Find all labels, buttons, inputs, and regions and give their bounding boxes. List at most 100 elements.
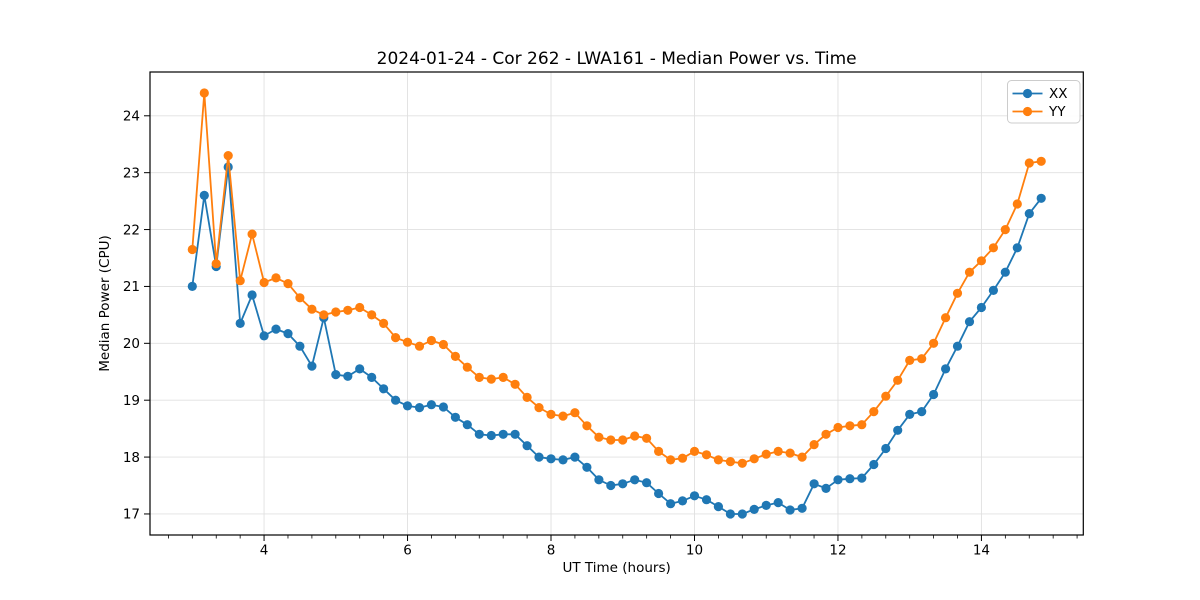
x-tick-label: 10 bbox=[686, 543, 703, 559]
series-YY-marker bbox=[474, 372, 484, 382]
y-tick-label: 20 bbox=[123, 336, 140, 352]
series-XX-marker bbox=[893, 425, 903, 435]
legend-box bbox=[1007, 80, 1081, 124]
series-YY-marker bbox=[187, 244, 197, 255]
series-YY-marker bbox=[642, 433, 652, 443]
series-XX-marker bbox=[845, 474, 855, 484]
series-XX-marker bbox=[809, 479, 819, 489]
x-tick-label: 12 bbox=[829, 543, 846, 559]
series-XX-marker bbox=[797, 503, 807, 513]
legend-label: YY bbox=[1048, 104, 1066, 120]
series-YY bbox=[187, 88, 1046, 468]
series-XX-marker bbox=[1036, 193, 1046, 203]
series-XX-marker bbox=[857, 473, 867, 483]
series-YY-marker bbox=[845, 421, 855, 431]
series-XX-marker bbox=[642, 478, 652, 488]
series-YY-marker bbox=[809, 440, 819, 450]
series-XX-marker bbox=[283, 329, 293, 339]
series-YY-marker bbox=[211, 259, 221, 269]
series-XX bbox=[187, 162, 1046, 519]
series-XX-marker bbox=[510, 429, 520, 439]
series-YY-marker bbox=[749, 454, 759, 464]
series-YY-marker bbox=[438, 339, 448, 350]
series-YY-marker bbox=[976, 256, 987, 266]
y-axis-label: Median Power (CPU) bbox=[97, 235, 113, 371]
x-axis-label: UT Time (hours) bbox=[563, 560, 671, 576]
series-XX-marker bbox=[414, 403, 425, 413]
series-XX-marker bbox=[582, 462, 592, 472]
series-XX-marker bbox=[187, 281, 197, 291]
series-YY-marker bbox=[486, 374, 496, 384]
series-YY-marker bbox=[331, 307, 341, 317]
series-XX-marker bbox=[701, 495, 712, 505]
series-XX-marker bbox=[618, 479, 628, 489]
series-YY-marker bbox=[343, 305, 353, 315]
legend-marker-sample bbox=[1022, 106, 1033, 117]
series-YY-marker bbox=[450, 351, 460, 361]
series-YY-marker bbox=[713, 455, 724, 465]
series-YY-marker bbox=[833, 422, 843, 433]
series-YY-marker bbox=[534, 403, 544, 413]
y-tick-label: 23 bbox=[123, 165, 140, 181]
series-XX-marker bbox=[438, 402, 448, 412]
series-XX-marker bbox=[881, 443, 891, 454]
series-XX-marker bbox=[486, 430, 496, 441]
legend-item-YY: YY bbox=[1012, 104, 1066, 120]
series-XX-marker bbox=[725, 509, 736, 519]
series-YY-marker bbox=[379, 318, 389, 328]
series-YY-marker bbox=[654, 446, 664, 456]
series-YY-marker bbox=[952, 288, 963, 298]
series-XX-marker bbox=[522, 441, 532, 451]
x-tick-label: 8 bbox=[547, 543, 556, 559]
series-YY-marker bbox=[893, 375, 903, 385]
series-XX-marker bbox=[331, 370, 341, 380]
axes-spines bbox=[149, 71, 1084, 536]
legend-item-XX: XX bbox=[1012, 86, 1068, 102]
x-tick-label: 6 bbox=[403, 543, 412, 559]
series-YY-marker bbox=[546, 409, 556, 419]
series-XX-marker bbox=[498, 429, 508, 439]
y-tick-label: 21 bbox=[123, 279, 140, 295]
series-YY-marker bbox=[307, 304, 317, 314]
series-XX-marker bbox=[379, 384, 389, 394]
series-XX-marker bbox=[307, 361, 317, 371]
legend-label: XX bbox=[1049, 86, 1068, 102]
series-XX-marker bbox=[606, 480, 616, 491]
series-YY-marker bbox=[367, 310, 377, 320]
legend-marker-sample bbox=[1022, 88, 1033, 99]
series-YY-marker bbox=[797, 452, 807, 462]
series-XX-marker bbox=[666, 499, 676, 509]
series-YY-marker bbox=[1000, 225, 1010, 235]
series-YY-marker bbox=[1024, 158, 1034, 168]
series-YY-marker bbox=[1036, 156, 1046, 166]
series-XX-marker bbox=[1024, 209, 1034, 219]
y-tick-label: 24 bbox=[123, 108, 140, 124]
series-XX-marker bbox=[677, 496, 688, 506]
series-YY-marker bbox=[606, 435, 616, 445]
series-XX-marker bbox=[821, 483, 831, 493]
series-YY-marker bbox=[582, 421, 592, 431]
series-XX-marker bbox=[426, 400, 436, 410]
series-YY-marker bbox=[941, 313, 951, 323]
plot-area bbox=[150, 72, 1084, 535]
series-YY-marker bbox=[701, 450, 712, 460]
series-XX-marker bbox=[1012, 243, 1022, 253]
series-YY-marker bbox=[570, 408, 580, 418]
series-YY-marker bbox=[964, 267, 975, 277]
series-YY-marker bbox=[594, 432, 604, 442]
series-YY-marker bbox=[235, 276, 245, 286]
series-YY-marker bbox=[761, 449, 771, 459]
y-tick-label: 22 bbox=[123, 222, 140, 238]
series-XX-marker bbox=[474, 429, 484, 439]
series-YY-marker bbox=[725, 457, 736, 467]
series-XX-marker bbox=[869, 459, 879, 470]
series-YY-marker bbox=[319, 310, 329, 320]
series-XX-marker bbox=[630, 475, 640, 485]
series-XX-marker bbox=[462, 420, 472, 430]
series-XX-marker bbox=[905, 409, 915, 419]
y-tick-label: 17 bbox=[123, 507, 140, 523]
series-XX-marker bbox=[271, 324, 281, 334]
series-XX-marker bbox=[988, 285, 999, 295]
series-YY-marker bbox=[689, 446, 700, 456]
